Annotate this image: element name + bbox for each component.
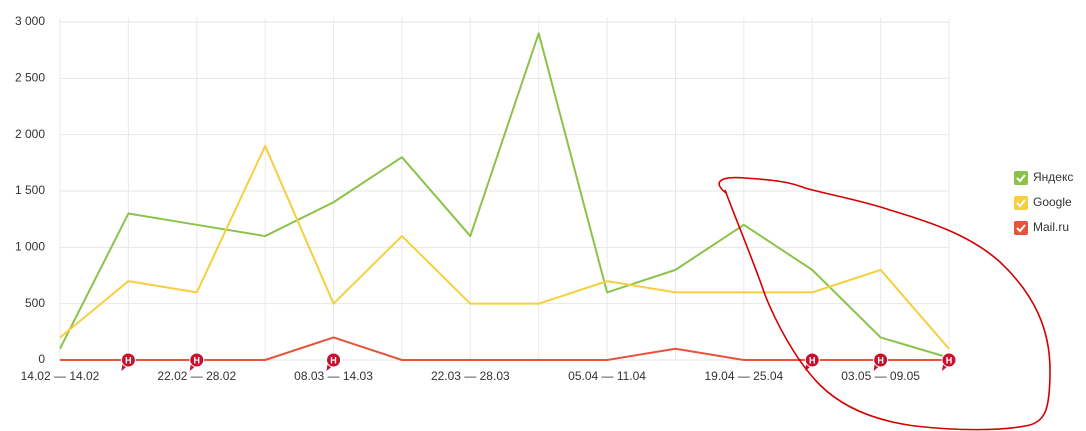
event-marker xyxy=(189,352,205,368)
x-tick-label: 19.04 — 25.04 xyxy=(704,369,783,383)
x-tick-label: 03.05 — 09.05 xyxy=(841,369,920,383)
lines xyxy=(59,32,950,361)
y-tick-label: 500 xyxy=(25,296,45,310)
y-tick-label: 2 000 xyxy=(15,127,45,141)
legend-check xyxy=(1016,224,1026,233)
series-line xyxy=(60,336,949,361)
event-marker-label: Н xyxy=(877,355,884,365)
grid: 0 500 1 000 1 500 2 000 2 500 3 000 14.02 — 14.… xyxy=(15,14,950,383)
x-tick-label: 08.03 — 14.03 xyxy=(294,369,373,383)
legend-check xyxy=(1016,174,1026,183)
event-marker xyxy=(120,352,136,368)
x-tick-label: 22.03 — 28.03 xyxy=(431,369,510,383)
event-marker-label: Н xyxy=(125,355,132,365)
x-tick-label: 05.04 — 11.04 xyxy=(568,369,646,383)
event-marker-label: Н xyxy=(946,355,953,365)
legend-label[interactable]: Яндекс xyxy=(1033,170,1073,184)
series-line xyxy=(59,32,950,359)
x-tick-label: 22.02 — 28.02 xyxy=(157,369,236,383)
y-tick-label: 3 000 xyxy=(15,14,45,28)
y-tick-label: 1 500 xyxy=(15,183,45,197)
event-marker-label: Н xyxy=(809,355,816,365)
legend: Яндекс Google Mail.ru xyxy=(1014,170,1073,235)
legend-label[interactable]: Google xyxy=(1033,195,1072,209)
event-marker xyxy=(804,352,820,368)
event-marker xyxy=(326,352,342,368)
legend-checkbox[interactable] xyxy=(1014,196,1028,210)
event-marker-label: Н xyxy=(194,355,201,365)
legend-checkbox[interactable] xyxy=(1014,171,1028,185)
event-marker xyxy=(941,352,957,368)
y-tick-label: 2 500 xyxy=(15,71,45,85)
legend-check xyxy=(1016,199,1026,208)
hand-drawn-annotation xyxy=(718,176,1051,431)
event-marker xyxy=(873,352,889,368)
x-tick-label: 14.02 — 14.02 xyxy=(21,369,100,383)
legend-checkbox[interactable] xyxy=(1014,221,1028,235)
y-tick-label: 1 000 xyxy=(15,240,45,254)
legend-label[interactable]: Mail.ru xyxy=(1033,220,1069,234)
y-tick-label: 0 xyxy=(38,352,45,366)
series-line xyxy=(59,144,950,350)
event-marker-label: Н xyxy=(330,355,337,365)
